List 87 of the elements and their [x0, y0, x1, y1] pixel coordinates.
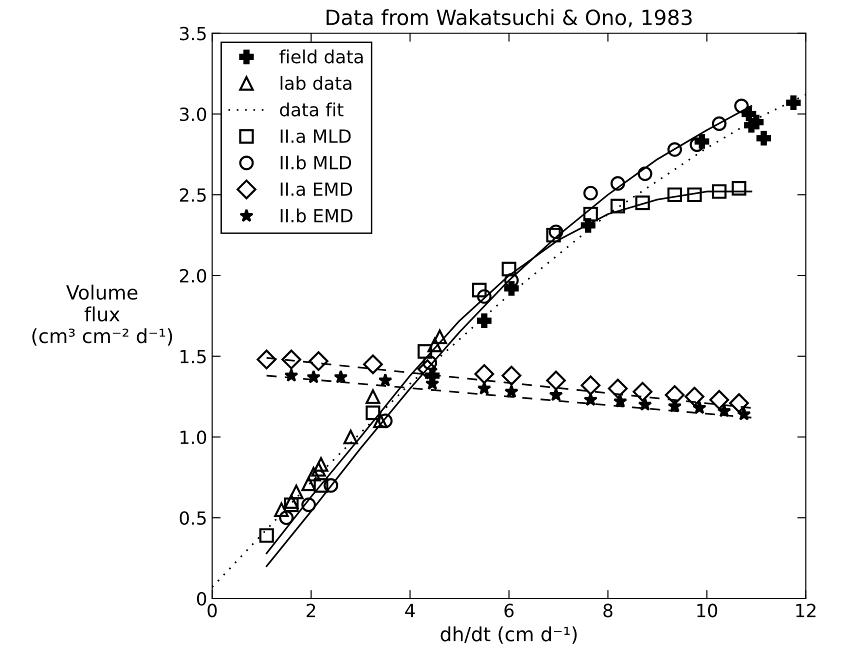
- legend-label: II.b MLD: [280, 156, 352, 170]
- point: [584, 392, 598, 406]
- point: [259, 528, 274, 543]
- point: [301, 498, 316, 512]
- point: [504, 384, 518, 398]
- x-tick-label: 10: [697, 604, 718, 618]
- x-tick-label: 6: [504, 604, 514, 618]
- point: [366, 389, 380, 404]
- x-tick-label: 12: [796, 604, 816, 618]
- y-tick-label: 2.0: [180, 268, 206, 283]
- x-axis-title: dh/dt (cm d⁻¹): [440, 626, 577, 644]
- point: [638, 397, 652, 411]
- point: [610, 176, 626, 191]
- y-axis-title: Volume flux (cm³ cm⁻² d⁻¹): [32, 284, 172, 346]
- point: [502, 366, 522, 386]
- point: [786, 95, 801, 110]
- point: [279, 510, 294, 526]
- point: [366, 405, 380, 420]
- point: [334, 370, 348, 384]
- point: [314, 457, 328, 472]
- point: [583, 206, 598, 222]
- point: [417, 359, 438, 380]
- x-tick-label: 8: [603, 604, 612, 618]
- point: [734, 98, 749, 114]
- point: [378, 373, 392, 387]
- point: [709, 390, 730, 410]
- y-tick-label: 1.5: [180, 350, 206, 364]
- point: [343, 430, 358, 444]
- point: [477, 381, 492, 395]
- point: [472, 282, 487, 298]
- y-tick-label: 3.5: [180, 26, 206, 40]
- legend-label: II.a MLD: [280, 130, 351, 143]
- point: [667, 142, 682, 157]
- point: [684, 386, 704, 407]
- point: [687, 187, 702, 202]
- point: [756, 130, 772, 146]
- point: [378, 414, 393, 428]
- point: [667, 187, 682, 202]
- y-tick-label: 1.0: [180, 430, 206, 444]
- point: [638, 166, 652, 182]
- point: [729, 393, 749, 413]
- point: [363, 354, 383, 374]
- x-tick-label: 4: [405, 604, 415, 618]
- point: [548, 224, 564, 240]
- point: [664, 385, 685, 405]
- point: [418, 344, 432, 359]
- point: [732, 180, 746, 196]
- point: [608, 378, 628, 398]
- point: [288, 484, 304, 500]
- legend-label: field data: [279, 50, 363, 64]
- point: [610, 198, 626, 214]
- legend-label: II.a EMD: [280, 182, 352, 196]
- point: [583, 186, 598, 200]
- point: [548, 388, 563, 402]
- point: [274, 502, 289, 517]
- y-tick-label: 0.5: [180, 511, 206, 525]
- x-tick-label: 2: [306, 604, 316, 618]
- point: [635, 196, 650, 210]
- point: [546, 228, 561, 242]
- point: [502, 262, 516, 276]
- point: [284, 498, 299, 512]
- point: [281, 350, 302, 370]
- point: [476, 313, 492, 328]
- point: [712, 116, 727, 131]
- point: [256, 350, 276, 370]
- legend-label: lab data: [280, 76, 352, 90]
- point: [311, 462, 326, 477]
- point: [546, 370, 566, 390]
- point: [324, 478, 338, 493]
- point: [314, 478, 328, 493]
- point: [474, 364, 494, 384]
- point: [632, 382, 652, 402]
- point: [308, 351, 328, 371]
- y-tick-label: 2.5: [180, 188, 206, 202]
- point: [692, 400, 706, 414]
- point: [580, 375, 600, 396]
- legend-label: II.b EMD: [280, 208, 352, 222]
- point: [301, 476, 316, 492]
- point: [712, 184, 727, 199]
- chart-title: Data from Wakatsuchi & Ono, 1983: [326, 9, 692, 28]
- x-tick-label: 0: [208, 604, 217, 618]
- point: [432, 330, 448, 344]
- legend-label: data fit: [280, 102, 344, 116]
- point: [427, 338, 442, 352]
- y-tick-label: 3.0: [180, 107, 206, 122]
- y-tick-label: 0: [197, 592, 206, 606]
- point: [476, 289, 492, 304]
